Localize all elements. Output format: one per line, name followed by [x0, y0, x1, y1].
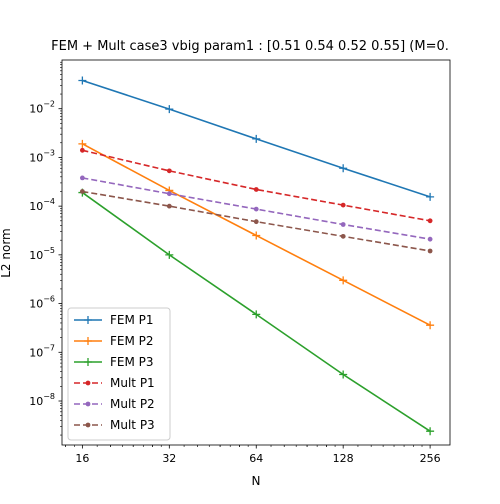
data-point: [166, 203, 172, 209]
data-point: [79, 175, 85, 181]
legend-label: Mult P3: [110, 418, 155, 432]
data-point: [340, 233, 346, 239]
legend: FEM P1 FEM P2 FEM P3 Mult P1 Mult P2 Mult P3: [67, 307, 171, 441]
data-point: [426, 192, 435, 201]
data-point: [253, 206, 259, 212]
y-tick-label: 10−2: [29, 100, 55, 116]
data-point: [339, 276, 348, 285]
data-point: [427, 236, 433, 242]
data-point: [78, 76, 87, 85]
legend-marker: [85, 401, 91, 407]
y-tick-label: 10−5: [29, 246, 55, 262]
legend-marker: [84, 358, 92, 366]
data-point: [426, 427, 435, 436]
legend-label: FEM P1: [110, 313, 154, 327]
data-point: [427, 218, 433, 224]
data-point: [252, 310, 261, 319]
plot-area: 10−8 10−7 10−6 10−5 10−4 10−3 10−2 16 32 64 128 256…: [29, 59, 451, 465]
y-tick-label: 10−7: [29, 343, 55, 359]
x-axis-label: N: [252, 474, 261, 488]
data-point: [252, 231, 261, 240]
data-point: [339, 370, 348, 379]
y-tick-label: 10−4: [29, 197, 55, 213]
data-point: [427, 248, 433, 254]
legend-item: FEM P2: [74, 334, 154, 348]
data-point: [252, 134, 261, 143]
y-tick-label: 10−3: [29, 148, 55, 164]
y-tick-label: 10−6: [29, 295, 55, 311]
data-point: [166, 168, 172, 174]
x-tick-label: 256: [420, 452, 441, 465]
legend-item: Mult P3: [74, 418, 155, 432]
data-point: [340, 202, 346, 208]
legend-item: Mult P2: [74, 397, 155, 411]
legend-label: Mult P2: [110, 397, 155, 411]
x-tick-label: 64: [249, 452, 263, 465]
data-point: [79, 189, 85, 194]
x-tick-label: 16: [75, 452, 89, 465]
data-point: [166, 191, 172, 197]
legend-marker: [84, 337, 92, 345]
legend-label: Mult P1: [110, 376, 155, 390]
legend-label: FEM P3: [110, 355, 154, 369]
x-tick-label: 32: [162, 452, 176, 465]
data-point: [426, 321, 435, 330]
data-point: [253, 219, 259, 225]
data-point: [79, 147, 85, 153]
legend-label: FEM P2: [110, 334, 154, 348]
data-point: [78, 139, 87, 148]
legend-item: FEM P1: [74, 313, 154, 327]
data-point: [340, 222, 346, 227]
data-point: [339, 164, 348, 173]
x-tick-label: 128: [333, 452, 354, 465]
legend-item: FEM P3: [74, 355, 154, 369]
y-axis-label: L2 norm: [0, 228, 13, 278]
legend-item: Mult P1: [74, 376, 155, 390]
legend-marker: [85, 422, 91, 428]
data-point: [165, 105, 174, 114]
y-tick-label: 10−8: [29, 392, 55, 408]
chart-title: FEM + Mult case3 vbig param1 : [0.51 0.5…: [51, 39, 449, 54]
legend-marker: [84, 316, 92, 324]
data-point: [253, 187, 259, 192]
data-point: [165, 250, 174, 259]
legend-marker: [85, 380, 91, 386]
series-line-4: [82, 149, 431, 222]
